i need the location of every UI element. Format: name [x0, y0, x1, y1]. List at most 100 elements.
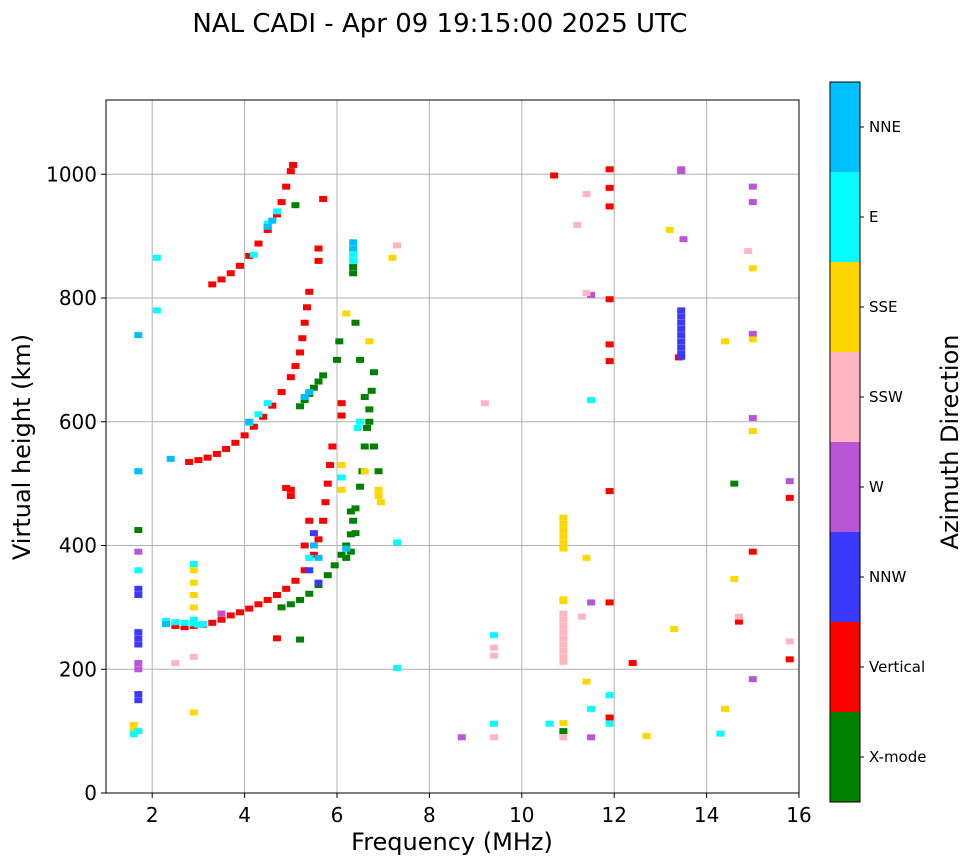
data-point — [314, 536, 323, 543]
data-point — [605, 358, 614, 365]
data-point — [300, 542, 309, 549]
data-point — [314, 378, 323, 385]
data-point — [342, 310, 351, 317]
data-point — [349, 245, 358, 252]
data-point — [605, 184, 614, 191]
data-point — [677, 168, 686, 175]
data-point — [171, 619, 180, 626]
data-point — [134, 592, 143, 598]
data-point — [305, 554, 314, 561]
data-point — [162, 617, 171, 624]
data-point — [677, 319, 686, 326]
data-point — [286, 601, 295, 608]
data-point — [319, 372, 328, 379]
data-point — [349, 517, 358, 524]
data-point — [365, 338, 374, 345]
data-point — [605, 296, 614, 303]
x-tick-label: 10 — [509, 803, 534, 827]
data-point — [490, 652, 499, 659]
colorbar-tick-label: SSW — [869, 388, 903, 406]
data-point — [734, 618, 743, 625]
y-tick-label: 0 — [84, 781, 97, 805]
colorbar-tick-label: NNW — [869, 568, 906, 586]
colorbar-tick-label: SSE — [869, 298, 898, 316]
data-point — [337, 412, 346, 419]
data-point — [277, 389, 286, 396]
data-point — [550, 172, 559, 179]
data-point — [272, 211, 281, 218]
data-point — [748, 330, 757, 337]
data-point — [326, 462, 335, 469]
data-point — [342, 554, 351, 561]
x-tick-label: 16 — [786, 803, 811, 827]
data-point — [374, 468, 383, 475]
colorbar-tick-label: W — [869, 478, 884, 496]
data-point — [189, 616, 198, 623]
data-point — [185, 458, 194, 465]
data-point — [235, 262, 244, 269]
data-point — [263, 220, 272, 227]
data-point — [356, 483, 365, 490]
data-point — [268, 402, 277, 409]
data-point — [582, 554, 591, 561]
data-point — [134, 567, 143, 574]
data-point — [328, 443, 337, 450]
data-point — [208, 619, 217, 626]
data-point — [346, 548, 355, 555]
series-vertical — [171, 161, 794, 721]
data-point — [349, 257, 358, 264]
data-point — [134, 728, 143, 735]
data-point — [323, 480, 332, 487]
data-point — [559, 520, 568, 527]
data-point — [346, 531, 355, 538]
data-point — [577, 613, 586, 620]
data-point — [582, 191, 591, 198]
data-point — [309, 542, 318, 549]
data-point — [305, 288, 314, 295]
data-point — [677, 353, 686, 360]
data-point — [559, 514, 568, 521]
x-tick-label: 12 — [601, 803, 626, 827]
data-point — [342, 542, 351, 549]
data-point — [559, 527, 568, 534]
data-point — [605, 203, 614, 210]
data-point — [665, 226, 674, 233]
series-x-mode — [134, 202, 739, 735]
data-point — [134, 585, 143, 592]
data-point — [217, 616, 226, 623]
data-point — [365, 406, 374, 413]
data-point — [490, 720, 499, 727]
data-point — [309, 530, 318, 537]
data-point — [374, 486, 383, 493]
data-point — [559, 545, 568, 552]
data-point — [222, 445, 231, 452]
data-point — [349, 251, 358, 258]
data-point — [194, 621, 203, 628]
data-point — [254, 601, 263, 608]
data-point — [559, 598, 568, 605]
data-point — [134, 691, 143, 697]
x-tick-label: 8 — [423, 803, 436, 827]
data-point — [559, 610, 568, 617]
data-point — [305, 590, 314, 597]
data-point — [349, 239, 358, 246]
data-point — [291, 577, 300, 584]
data-point — [254, 411, 263, 418]
data-point — [305, 567, 314, 574]
data-point — [388, 254, 397, 261]
grid-lines — [106, 100, 800, 794]
data-point — [300, 319, 309, 326]
data-point — [259, 413, 268, 420]
data-point — [129, 721, 138, 728]
data-point — [286, 374, 295, 381]
data-point — [559, 647, 568, 654]
data-point — [582, 678, 591, 685]
y-tick-label: 200 — [59, 657, 97, 681]
series-w — [134, 166, 794, 741]
data-point — [356, 418, 365, 425]
data-point — [189, 620, 198, 627]
data-point — [134, 697, 143, 704]
data-point — [321, 499, 330, 506]
data-point — [180, 624, 189, 631]
data-point — [748, 548, 757, 555]
